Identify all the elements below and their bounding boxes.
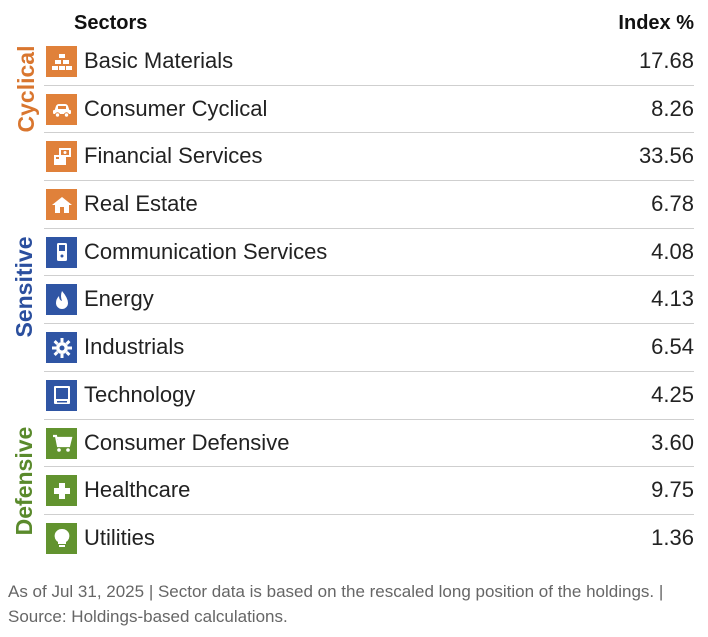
car-icon: [46, 93, 77, 125]
sector-value: 4.25: [651, 381, 694, 407]
table-row: Healthcare 9.75: [44, 467, 694, 515]
footnote-line-2: Source: Holdings-based calculations.: [8, 607, 288, 626]
medical-cross-icon: [46, 475, 77, 507]
cart-icon: [46, 427, 77, 459]
table-row: Basic Materials 17.68: [44, 38, 694, 86]
sector-value: 1.36: [651, 524, 694, 550]
sectors-column-header: Sectors: [74, 12, 148, 34]
sector-name: Financial Services: [84, 143, 263, 169]
table-row: Technology 4.25: [44, 372, 694, 420]
sector-value: 9.75: [651, 477, 694, 503]
sector-value: 3.60: [651, 429, 694, 455]
table-row: Industrials 6.54: [44, 324, 694, 372]
footnote: As of Jul 31, 2025 | Sector data is base…: [8, 579, 698, 629]
flame-icon: [46, 284, 77, 316]
table-row: Financial Services 33.56: [44, 133, 694, 182]
group-label-cyclical: Cyclical: [13, 45, 39, 133]
gear-icon: [46, 332, 77, 364]
computer-icon: [46, 379, 77, 411]
phone-icon: [46, 236, 77, 268]
sector-name: Consumer Defensive: [84, 429, 290, 455]
sector-name: Communication Services: [84, 238, 328, 264]
sector-value: 4.13: [651, 286, 694, 312]
sector-value: 4.08: [651, 238, 694, 264]
gold-bars-icon: [46, 46, 77, 77]
house-icon: [46, 189, 77, 221]
table-row: Real Estate 6.78: [44, 181, 694, 229]
sector-name: Healthcare: [84, 477, 191, 503]
sector-value: 6.78: [651, 191, 694, 217]
sector-value: 8.26: [651, 95, 694, 121]
sector-value: 17.68: [638, 48, 694, 73]
money-icon: [46, 141, 77, 173]
table-row: Energy 4.13: [44, 276, 694, 325]
sector-value: 33.56: [638, 143, 694, 169]
group-label-sensitive: Sensitive: [11, 236, 37, 338]
sector-name: Industrials: [84, 334, 185, 360]
sector-name: Consumer Cyclical: [84, 95, 268, 121]
sector-name: Utilities: [84, 524, 155, 550]
sector-table: Basic Materials 17.68 Consumer Cyclical …: [44, 38, 694, 563]
table-header: Sectors Index %: [0, 0, 708, 38]
sector-name: Real Estate: [84, 191, 198, 217]
index-column-header: Index %: [618, 12, 694, 34]
sector-value: 6.54: [651, 334, 694, 360]
sector-name: Basic Materials: [84, 48, 234, 73]
sector-name: Energy: [84, 286, 154, 312]
lightbulb-icon: [46, 522, 77, 554]
table-row: Utilities 1.36: [44, 515, 694, 563]
table-row: Consumer Defensive 3.60: [44, 420, 694, 468]
table-row: Communication Services 4.08: [44, 229, 694, 277]
sector-name: Technology: [84, 381, 196, 407]
group-label-defensive: Defensive: [11, 426, 37, 536]
footnote-line-1: As of Jul 31, 2025 | Sector data is base…: [8, 582, 664, 601]
table-row: Consumer Cyclical 8.26: [44, 86, 694, 134]
